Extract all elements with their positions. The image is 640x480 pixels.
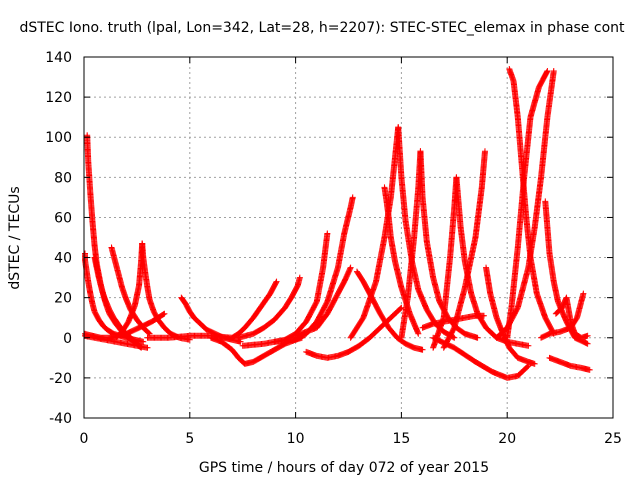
y-tick-label: 60 <box>54 210 72 226</box>
series-15 <box>292 264 354 339</box>
x-tick-label: 5 <box>185 431 194 447</box>
x-tick-label: 0 <box>80 431 89 447</box>
y-tick-label: -40 <box>49 411 72 427</box>
y-axis-label: dSTEC / TECUs <box>7 186 23 289</box>
y-tick-label: 100 <box>45 130 72 146</box>
chart-title: dSTEC Iono. truth (lpal, Lon=342, Lat=28… <box>19 20 625 36</box>
data-point <box>160 311 167 318</box>
x-tick-label: 10 <box>287 431 305 447</box>
x-tick-label: 15 <box>392 431 410 447</box>
y-tick-label: 40 <box>54 251 72 267</box>
data-point <box>349 194 356 201</box>
y-tick-label: 20 <box>54 291 72 307</box>
series-10 <box>144 278 280 341</box>
y-tick-label: 120 <box>45 90 72 106</box>
data-point <box>451 334 458 341</box>
series-18 <box>347 124 402 341</box>
data-point <box>347 264 354 271</box>
y-tick-label: -20 <box>49 371 72 387</box>
data-points <box>82 66 593 381</box>
data-point <box>324 230 331 237</box>
x-tick-label: 20 <box>498 431 516 447</box>
data-point <box>273 279 280 286</box>
series-13 <box>239 230 331 349</box>
data-point <box>144 344 151 351</box>
data-point <box>398 304 405 311</box>
data-point <box>397 305 404 312</box>
data-point <box>296 274 303 281</box>
x-axis-label: GPS time / hours of day 072 of year 2015 <box>199 460 489 476</box>
series-8 <box>139 240 193 343</box>
series-24 <box>453 174 532 349</box>
y-tick-label: 0 <box>63 331 72 347</box>
data-point <box>419 346 426 353</box>
series-3 <box>91 254 143 349</box>
data-point <box>140 338 147 345</box>
series-35 <box>546 354 593 373</box>
y-tick-label: 80 <box>54 170 72 186</box>
series-22 <box>417 148 481 341</box>
y-tick-label: 140 <box>45 50 72 66</box>
data-point <box>415 330 422 337</box>
data-point <box>273 278 280 285</box>
series-12 <box>235 274 303 341</box>
data-point <box>161 310 168 317</box>
x-tick-label: 25 <box>604 431 622 447</box>
